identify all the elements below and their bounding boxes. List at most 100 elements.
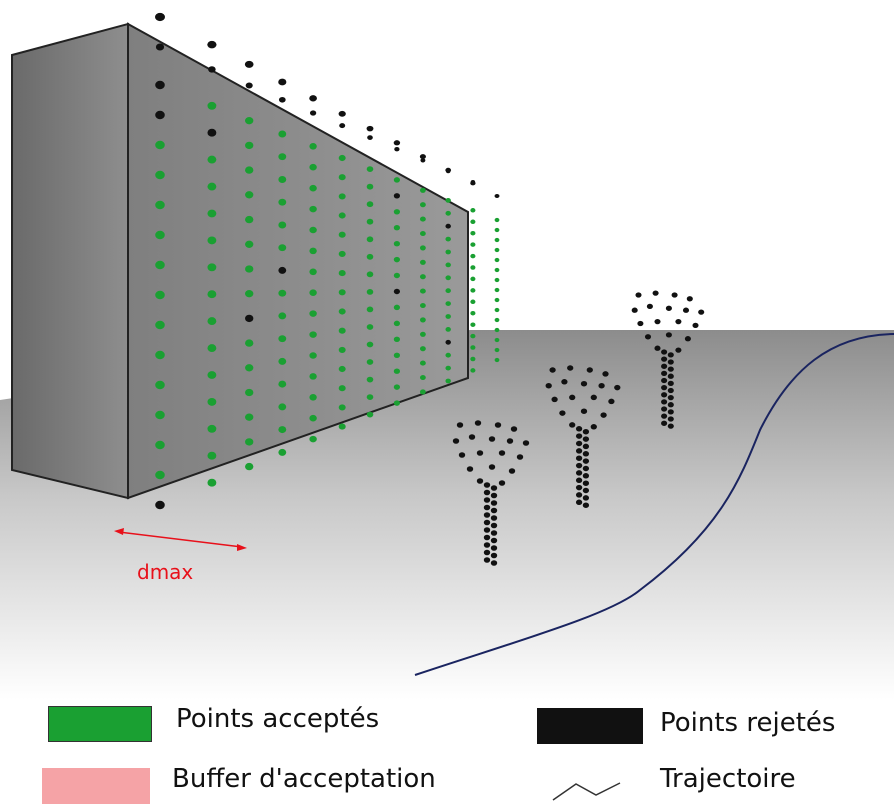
rejected-point — [582, 495, 590, 501]
accepted-point — [207, 478, 217, 487]
rejected-point — [667, 352, 674, 358]
rejected-point — [483, 534, 491, 541]
accepted-point — [207, 371, 217, 379]
rejected-point — [393, 140, 401, 146]
rejected-point — [516, 454, 524, 460]
rejected-point — [470, 180, 476, 184]
rejected-point — [582, 458, 590, 464]
rejected-point — [652, 290, 659, 296]
accepted-point — [419, 245, 426, 251]
rejected-point — [667, 402, 674, 408]
accepted-point — [278, 153, 287, 161]
rejected-point — [661, 384, 668, 391]
accepted-point — [338, 174, 346, 181]
accepted-point — [494, 327, 500, 333]
accepted-point — [470, 253, 476, 259]
rejected-point — [665, 332, 672, 338]
accepted-point — [338, 212, 346, 219]
rejected-point — [155, 12, 165, 22]
accepted-point — [309, 373, 317, 380]
accepted-point — [338, 231, 346, 238]
accepted-point — [309, 289, 317, 296]
rejected-point — [644, 334, 652, 340]
accepted-point — [419, 230, 426, 237]
rejected-point — [483, 542, 491, 548]
rejected-point — [278, 266, 287, 274]
rejected-point — [661, 406, 668, 412]
diagram-canvas — [0, 12, 894, 700]
rejected-point — [490, 492, 498, 499]
rejected-point — [575, 484, 583, 491]
accepted-point — [494, 217, 500, 223]
accepted-point — [207, 263, 217, 272]
accepted-point — [366, 271, 374, 278]
accepted-point — [470, 345, 476, 350]
rejected-point — [494, 194, 500, 198]
rejected-point — [667, 373, 674, 379]
accepted-point — [245, 290, 254, 298]
rejected-point — [445, 223, 451, 229]
rejected-point — [339, 123, 346, 129]
accepted-point — [494, 247, 500, 253]
accepted-point — [393, 384, 400, 390]
rejected-point — [309, 95, 317, 102]
accepted-point — [366, 306, 374, 313]
rejected-point — [490, 507, 498, 514]
accepted-point — [155, 380, 165, 390]
rejected-point — [207, 40, 217, 49]
accepted-point — [366, 324, 374, 330]
legend-label-accepted: Points acceptés — [176, 704, 380, 734]
accepted-point — [494, 287, 500, 293]
accepted-point — [445, 327, 451, 332]
accepted-point — [419, 346, 426, 352]
rejected-point — [522, 440, 530, 446]
rejected-point — [575, 492, 583, 498]
rejected-point — [667, 394, 674, 401]
rejected-point — [420, 158, 426, 163]
rejected-point — [580, 408, 588, 414]
accepted-point — [445, 378, 451, 384]
rejected-point — [452, 438, 460, 444]
legend-swatch-rejected — [537, 708, 643, 744]
accepted-point — [494, 317, 500, 323]
accepted-point — [309, 394, 317, 401]
rejected-point — [582, 428, 590, 435]
accepted-point — [445, 365, 451, 371]
accepted-point — [366, 253, 374, 260]
accepted-point — [338, 327, 346, 334]
legend-swatch-accepted — [48, 706, 152, 742]
accepted-point — [445, 288, 451, 294]
rejected-point — [445, 339, 451, 345]
accepted-point — [245, 215, 254, 224]
rejected-point — [661, 413, 668, 419]
accepted-point — [207, 101, 217, 110]
rejected-point — [490, 560, 498, 566]
rejected-point — [698, 309, 705, 315]
accepted-point — [278, 289, 287, 297]
rejected-point — [483, 504, 491, 511]
accepted-point — [419, 374, 426, 381]
accepted-point — [470, 276, 476, 282]
rejected-point — [549, 367, 556, 373]
rejected-point — [671, 292, 678, 298]
accepted-point — [470, 242, 476, 247]
accepted-point — [470, 288, 476, 293]
accepted-point — [494, 267, 500, 273]
rejected-point — [207, 128, 217, 137]
accepted-point — [207, 209, 217, 218]
accepted-point — [338, 423, 346, 430]
rejected-point — [590, 424, 597, 430]
rejected-point — [582, 473, 590, 479]
accepted-point — [245, 413, 254, 421]
accepted-point — [470, 265, 476, 270]
rejected-point — [580, 380, 588, 387]
rejected-point — [569, 394, 576, 401]
accepted-point — [393, 304, 400, 311]
rejected-point — [575, 499, 583, 506]
rejected-point — [483, 519, 491, 526]
accepted-point — [338, 270, 346, 277]
accepted-point — [155, 260, 165, 270]
tree-point-clouds — [452, 290, 705, 566]
accepted-point — [278, 335, 287, 343]
rejected-point — [631, 307, 638, 313]
